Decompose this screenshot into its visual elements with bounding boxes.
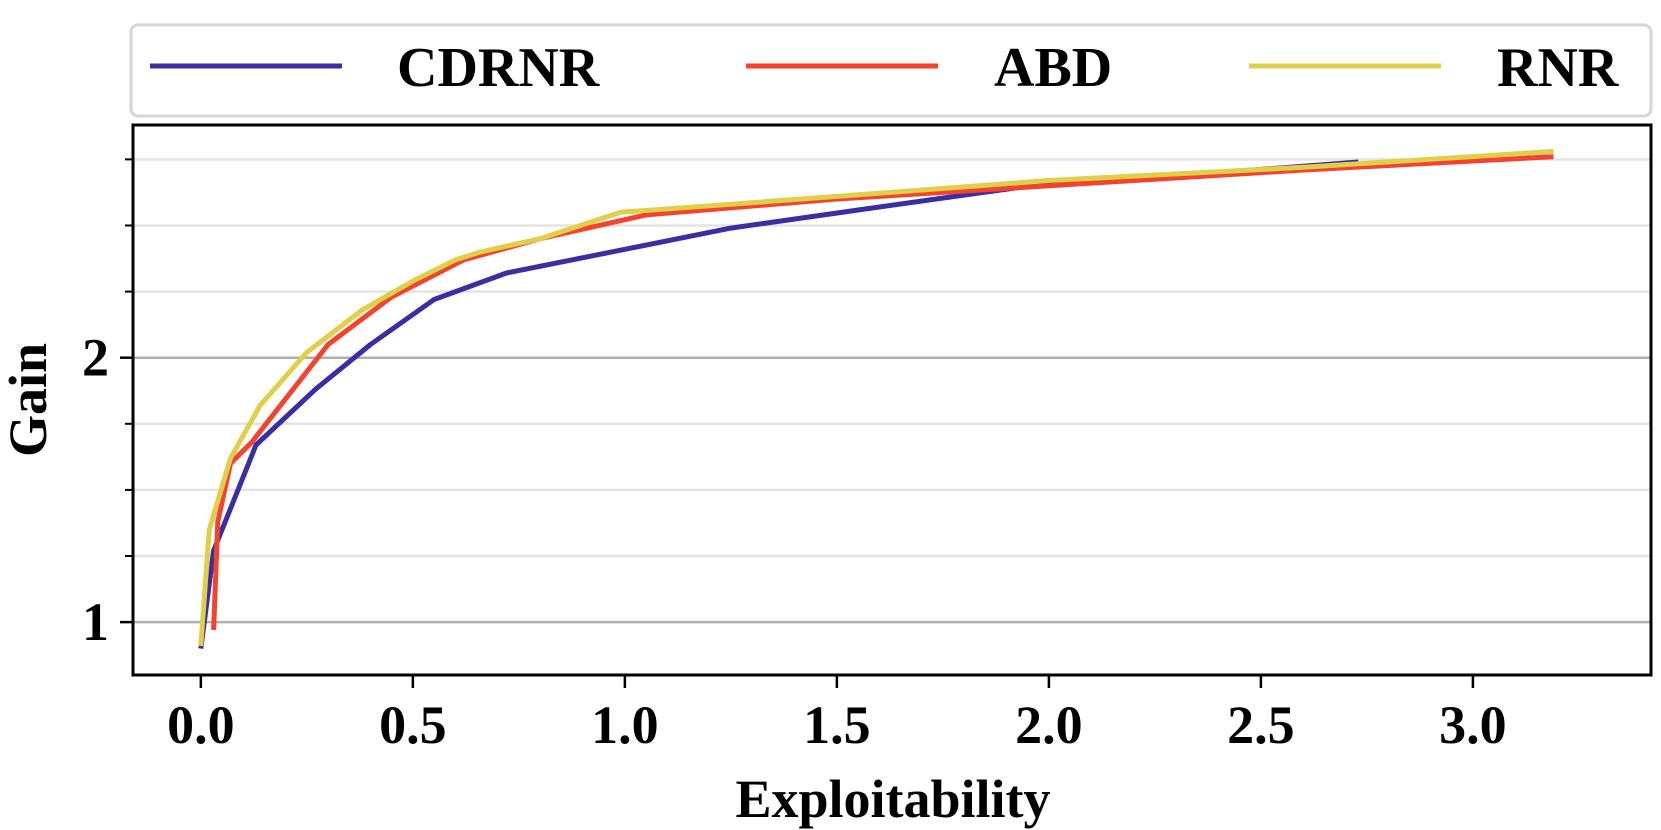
legend-label-rnr: RNR	[1497, 37, 1619, 99]
gridlines	[133, 158, 1651, 624]
y-tick-label: 2	[82, 328, 109, 388]
x-tick-label: 1.5	[803, 695, 871, 755]
series-lines	[198, 148, 1554, 649]
legend: CDRNR ABD RNR	[129, 23, 1653, 118]
plot-frame	[131, 123, 1653, 677]
x-axis-label: Exploitability	[735, 769, 1050, 829]
y-tick-label: 1	[82, 592, 109, 652]
x-tick-label: 1.0	[591, 695, 659, 755]
y-axis-label: Gain	[0, 343, 58, 457]
legend-label-abd: ABD	[994, 37, 1112, 99]
x-tick-label: 2.5	[1227, 695, 1295, 755]
axis-ticks: 1 2 0.0 0.5 1.0 1.5 2.0 2.5 3.0	[82, 158, 1507, 755]
series-line-rnr	[198, 148, 1554, 647]
x-tick-label: 0.0	[167, 695, 235, 755]
x-tick-label: 0.5	[379, 695, 447, 755]
x-tick-label: 3.0	[1439, 695, 1507, 755]
x-tick-label: 2.0	[1015, 695, 1083, 755]
legend-label-cdrnr: CDRNR	[397, 37, 600, 99]
